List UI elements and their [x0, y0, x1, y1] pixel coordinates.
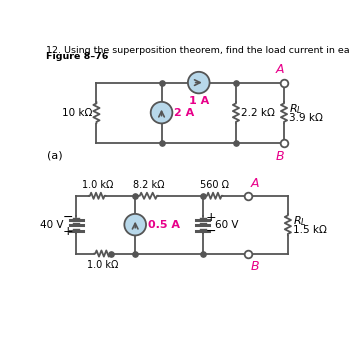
Text: 10 kΩ: 10 kΩ — [62, 108, 92, 118]
Text: +: + — [62, 225, 73, 238]
Text: 60 V: 60 V — [215, 219, 239, 230]
Text: 3.9 kΩ: 3.9 kΩ — [289, 113, 323, 123]
Text: Figure 8–76: Figure 8–76 — [46, 52, 115, 61]
Text: A: A — [251, 177, 259, 190]
Text: 8.2 kΩ: 8.2 kΩ — [133, 180, 164, 190]
Text: 2 A: 2 A — [174, 108, 194, 118]
Text: +: + — [206, 211, 216, 224]
Text: $R_L$: $R_L$ — [293, 214, 306, 228]
Text: 0.5 A: 0.5 A — [148, 219, 180, 230]
Text: 1.5 kΩ: 1.5 kΩ — [293, 225, 327, 235]
Text: (a): (a) — [47, 150, 62, 160]
Circle shape — [124, 214, 146, 235]
Text: 560 Ω: 560 Ω — [200, 180, 229, 190]
Text: 1.0 kΩ: 1.0 kΩ — [87, 260, 118, 270]
Text: 1 A: 1 A — [189, 96, 209, 106]
Text: 12. Using the superposition theorem, find the load current in each circuit of: 12. Using the superposition theorem, fin… — [46, 45, 350, 55]
Text: 1.0 kΩ: 1.0 kΩ — [82, 180, 113, 190]
Text: −: − — [63, 211, 73, 224]
Text: 40 V: 40 V — [40, 219, 64, 230]
Text: A: A — [276, 63, 284, 76]
Text: B: B — [276, 149, 285, 162]
Circle shape — [188, 72, 210, 93]
Text: $R_L$: $R_L$ — [289, 102, 302, 116]
Text: 2.2 kΩ: 2.2 kΩ — [241, 108, 275, 118]
Text: B: B — [251, 260, 259, 274]
Circle shape — [151, 102, 173, 123]
Text: −: − — [206, 225, 216, 238]
